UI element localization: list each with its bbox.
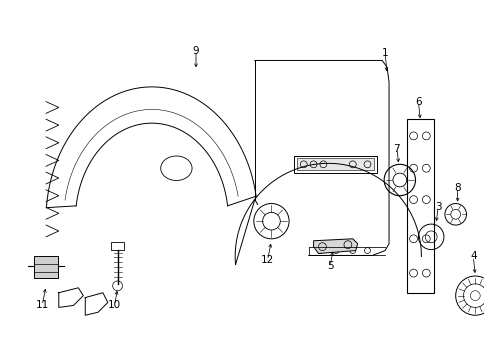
Bar <box>293 156 377 173</box>
Text: 7: 7 <box>393 144 399 154</box>
Text: 1: 1 <box>381 48 387 58</box>
Bar <box>296 158 374 170</box>
Text: 12: 12 <box>261 255 274 265</box>
Text: 4: 4 <box>469 251 476 261</box>
Text: 9: 9 <box>192 46 199 56</box>
Polygon shape <box>313 239 357 253</box>
Text: 5: 5 <box>326 261 333 271</box>
Bar <box>34 256 58 278</box>
Text: 8: 8 <box>453 183 460 193</box>
Text: 10: 10 <box>108 301 121 310</box>
Text: 6: 6 <box>414 96 421 107</box>
Bar <box>406 119 433 293</box>
Text: 11: 11 <box>36 301 49 310</box>
Bar <box>110 242 124 249</box>
Text: 3: 3 <box>434 202 441 212</box>
